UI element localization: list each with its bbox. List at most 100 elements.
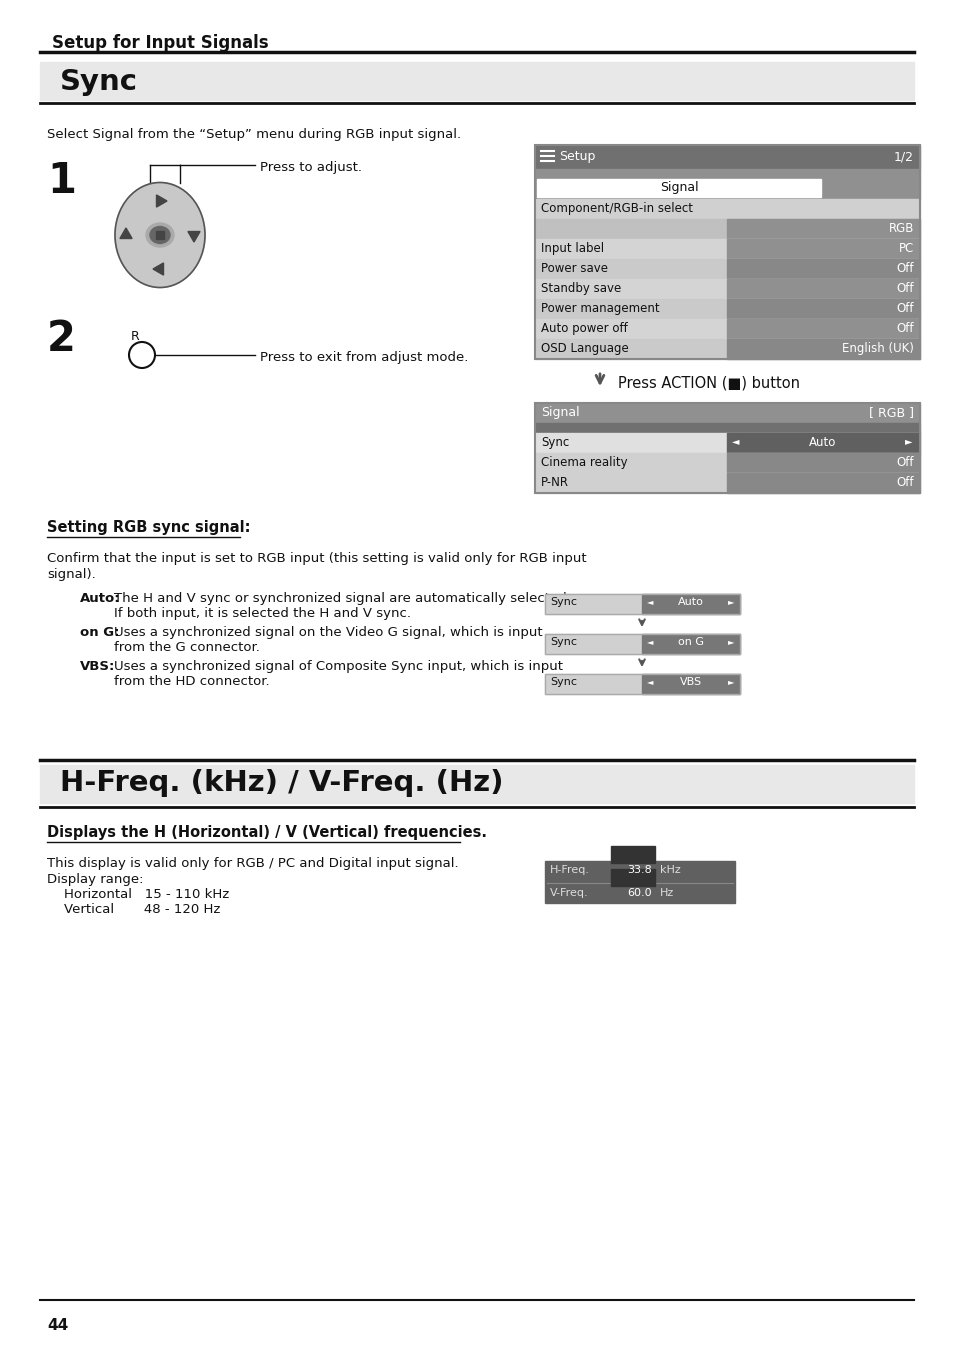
Text: P-NR: P-NR <box>540 476 568 489</box>
Text: R: R <box>131 330 139 343</box>
Bar <box>726 473 919 493</box>
Bar <box>535 403 919 493</box>
Text: ►: ► <box>727 677 733 686</box>
Text: Auto: Auto <box>678 597 703 607</box>
Text: ◄: ◄ <box>731 436 739 446</box>
Text: Standby save: Standby save <box>540 282 620 295</box>
Ellipse shape <box>115 182 205 288</box>
Text: Vertical       48 - 120 Hz: Vertical 48 - 120 Hz <box>47 902 220 916</box>
Text: Cinema reality: Cinema reality <box>540 457 627 469</box>
Text: Sync: Sync <box>550 638 577 647</box>
Text: The H and V sync or synchronized signal are automatically selected.: The H and V sync or synchronized signal … <box>113 592 570 605</box>
Text: English (UK): English (UK) <box>841 342 913 355</box>
Bar <box>726 339 919 359</box>
Polygon shape <box>152 263 163 276</box>
Text: Sync: Sync <box>60 68 138 96</box>
Polygon shape <box>188 231 200 242</box>
Text: H-Freq. (kHz) / V-Freq. (Hz): H-Freq. (kHz) / V-Freq. (Hz) <box>60 769 503 797</box>
Bar <box>641 634 740 654</box>
Bar <box>726 239 919 259</box>
Ellipse shape <box>150 227 170 243</box>
Text: 1: 1 <box>47 159 76 203</box>
Text: PC: PC <box>898 242 913 255</box>
Bar <box>535 423 919 434</box>
Text: Hz: Hz <box>659 888 674 898</box>
Text: Auto power off: Auto power off <box>540 322 627 335</box>
Bar <box>535 145 919 359</box>
Text: H-Freq.: H-Freq. <box>550 865 589 875</box>
Text: Setting RGB sync signal:: Setting RGB sync signal: <box>47 520 251 535</box>
Text: Off: Off <box>896 303 913 315</box>
Text: signal).: signal). <box>47 567 95 581</box>
Bar <box>544 594 740 613</box>
Text: 33.8: 33.8 <box>626 865 651 875</box>
Bar <box>535 319 919 339</box>
Text: 60.0: 60.0 <box>627 888 651 898</box>
Text: [ RGB ]: [ RGB ] <box>868 407 913 419</box>
Bar <box>726 219 919 239</box>
Text: 2: 2 <box>47 317 76 359</box>
Bar <box>535 280 919 299</box>
Bar <box>535 259 919 280</box>
Bar <box>726 299 919 319</box>
Bar <box>535 339 919 359</box>
Text: Confirm that the input is set to RGB input (this setting is valid only for RGB i: Confirm that the input is set to RGB inp… <box>47 553 586 565</box>
Text: Off: Off <box>896 322 913 335</box>
Text: 44: 44 <box>47 1319 69 1333</box>
Bar <box>535 239 919 259</box>
Bar <box>40 765 913 802</box>
Text: Setup: Setup <box>558 150 595 163</box>
Text: Component/RGB-in select: Component/RGB-in select <box>540 203 692 215</box>
Text: OSD Language: OSD Language <box>540 342 628 355</box>
Text: ◄: ◄ <box>646 638 653 646</box>
Bar <box>535 434 919 453</box>
Text: V-Freq.: V-Freq. <box>550 888 588 898</box>
Text: Off: Off <box>896 282 913 295</box>
Text: Off: Off <box>896 262 913 276</box>
Bar <box>544 861 734 902</box>
Text: kHz: kHz <box>659 865 680 875</box>
Text: Press ACTION (■) button: Press ACTION (■) button <box>618 376 800 390</box>
Bar <box>544 634 740 654</box>
Bar <box>535 453 919 473</box>
Text: RGB: RGB <box>887 222 913 235</box>
Polygon shape <box>156 195 167 207</box>
Text: VBS:: VBS: <box>80 661 115 673</box>
Text: Signal: Signal <box>659 181 698 195</box>
Bar <box>726 280 919 299</box>
Text: Auto: Auto <box>808 436 836 449</box>
Bar <box>535 169 919 177</box>
Text: from the G connector.: from the G connector. <box>113 640 259 654</box>
Bar <box>726 319 919 339</box>
Text: ►: ► <box>727 638 733 646</box>
Text: Sync: Sync <box>550 597 577 607</box>
Text: Input label: Input label <box>540 242 603 255</box>
Text: VBS: VBS <box>679 677 701 688</box>
Text: Sync: Sync <box>540 436 569 449</box>
Bar <box>544 594 740 613</box>
Bar <box>156 231 164 239</box>
Bar <box>641 594 740 613</box>
Text: Uses a synchronized signal of Composite Sync input, which is input: Uses a synchronized signal of Composite … <box>113 661 562 673</box>
Text: Select Signal from the “Setup” menu during RGB input signal.: Select Signal from the “Setup” menu duri… <box>47 128 460 141</box>
Text: ►: ► <box>903 436 911 446</box>
Bar <box>535 199 919 219</box>
Text: Signal: Signal <box>540 407 579 419</box>
Text: Horizontal   15 - 110 kHz: Horizontal 15 - 110 kHz <box>47 888 229 901</box>
Bar <box>535 403 919 423</box>
Bar <box>641 674 740 694</box>
Bar <box>544 634 740 654</box>
Text: ►: ► <box>727 597 733 607</box>
Bar <box>537 178 821 197</box>
Text: on G:: on G: <box>80 626 119 639</box>
Text: Displays the H (Horizontal) / V (Vertical) frequencies.: Displays the H (Horizontal) / V (Vertica… <box>47 825 486 840</box>
Bar <box>535 473 919 493</box>
Bar <box>535 145 919 169</box>
Text: 1/2: 1/2 <box>893 150 913 163</box>
Text: Press to exit from adjust mode.: Press to exit from adjust mode. <box>260 351 468 363</box>
Text: Auto:: Auto: <box>80 592 120 605</box>
Bar <box>610 869 655 886</box>
Bar <box>544 674 740 694</box>
Bar <box>535 177 919 199</box>
Text: Press to adjust.: Press to adjust. <box>260 161 361 174</box>
